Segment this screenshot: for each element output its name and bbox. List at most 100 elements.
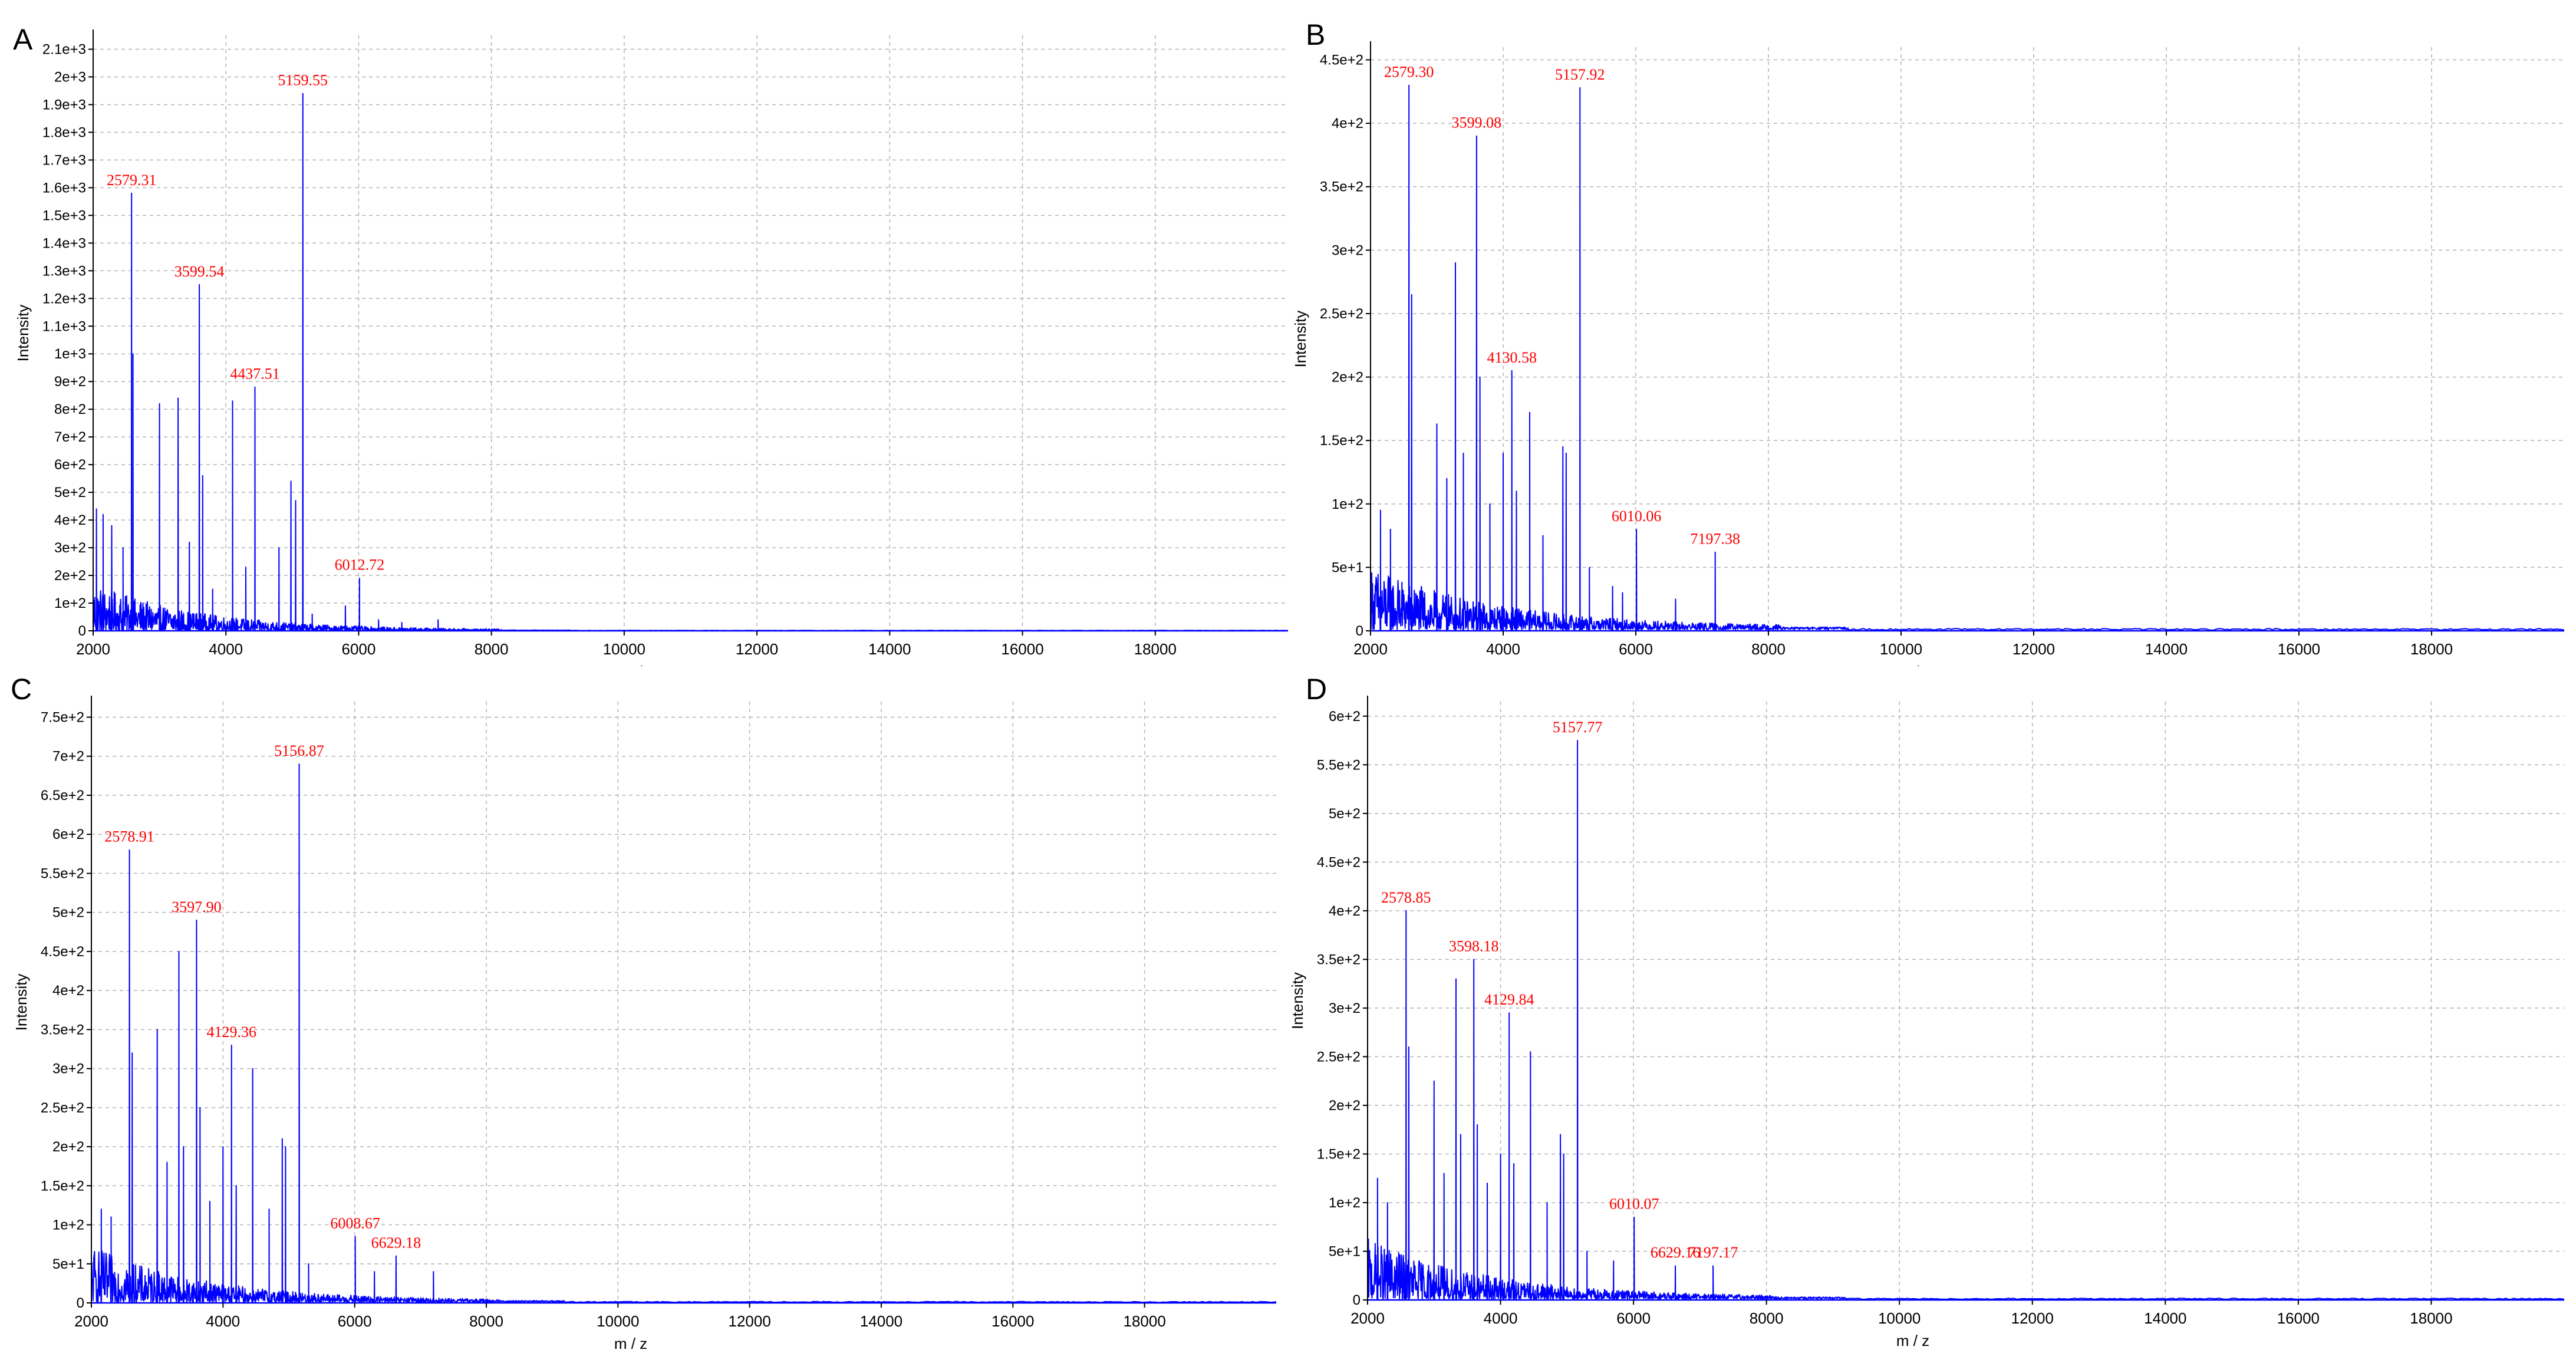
spectrum-chart-b: 0 5e+1 1e+2 1.5e+2 2e+2 2.5e+2 3e+2 3.5e+2 4e+2 4… [1292, 41, 2565, 666]
y-axis-label: Intensity [1289, 972, 1306, 1029]
y-tick-label: 2.5e+2 [41, 1100, 84, 1116]
y-tick-label: 3e+2 [52, 1061, 84, 1077]
axes: 0 5e+1 1e+2 1.5e+2 2e+2 2.5e+2 3e+2 3.5e+2 4e+2 4… [1317, 696, 2564, 1327]
x-tick-label: 2000 [1350, 1309, 1385, 1327]
y-tick-label: 3e+2 [1332, 242, 1363, 258]
y-tick-label: 2.5e+2 [1317, 1049, 1361, 1065]
x-tick-label: 16000 [2277, 1309, 2320, 1327]
x-tick-label: 8000 [469, 1312, 503, 1330]
y-axis-label: Intensity [1292, 311, 1309, 368]
y-tick-label: 4e+2 [52, 983, 84, 999]
y-tick-label: 4e+2 [1329, 903, 1361, 919]
y-tick-label: 7.5e+2 [41, 709, 84, 725]
peak-label: 6629.16 [1651, 1244, 1701, 1261]
grid-lines [93, 35, 1288, 631]
peak-label: 7197.38 [1690, 531, 1740, 548]
peak-label: 2578.85 [1381, 889, 1431, 906]
spectrum-chart-a: 0 1e+2 2e+2 3e+2 4e+2 5e+2 6e+2 7e+2 8e+2 9e+2 1e+… [14, 29, 1288, 666]
y-tick-label: 1.7e+3 [42, 152, 86, 168]
axes: 0 5e+1 1e+2 1.5e+2 2e+2 2.5e+2 3e+2 3.5e+2 4e+2 4… [1320, 41, 2564, 658]
y-tick-label: 4e+2 [54, 512, 86, 528]
x-tick-label: 14000 [2145, 640, 2188, 658]
peak-label: 6008.67 [330, 1214, 380, 1232]
chart-panel-c: C 0 5e+1 1e+2 1.5e+2 2e+2 2.5e+2 3e+2 3.5e+2 4e+… [0, 666, 1288, 1353]
spectrum-chart-d: 0 5e+1 1e+2 1.5e+2 2e+2 2.5e+2 3e+2 3.5e+2 4e+2 4… [1289, 696, 2565, 1349]
y-tick-label: 5e+2 [1329, 806, 1361, 822]
y-tick-label: 1.5e+2 [41, 1178, 84, 1194]
y-tick-label: 3e+2 [54, 540, 86, 556]
peak-label: 5156.87 [274, 742, 324, 759]
y-tick-label: 1e+3 [54, 346, 86, 362]
y-axis-label: Intensity [14, 305, 32, 362]
peak-label: 3599.54 [174, 263, 225, 280]
y-tick-label: 1.9e+3 [42, 97, 86, 113]
y-tick-label: 4.5e+2 [1320, 52, 1363, 68]
x-tick-label: 6000 [338, 1312, 372, 1330]
x-axis-label: m / z [614, 1335, 647, 1352]
x-tick-label: 6000 [1616, 1309, 1651, 1327]
x-tick-label: 4000 [206, 1312, 240, 1330]
y-tick-label: 6e+2 [54, 457, 86, 473]
y-tick-label: 5e+1 [52, 1256, 84, 1272]
x-tick-label: 8000 [1750, 1309, 1784, 1327]
x-tick-label: 10000 [1878, 1309, 1921, 1327]
x-tick-label: 4000 [209, 640, 243, 658]
peak-label: 4130.58 [1487, 349, 1537, 366]
y-tick-label: 1e+2 [52, 1217, 84, 1233]
panel-letter: D [1306, 673, 1327, 706]
panel-letter: C [11, 673, 32, 706]
x-tick-label: 12000 [736, 640, 778, 658]
x-tick-label: 2000 [1353, 640, 1388, 658]
x-tick-label: 4000 [1486, 640, 1520, 658]
grid-lines [91, 702, 1276, 1303]
peak-label: 4129.84 [1484, 991, 1534, 1008]
x-tick-label: 18000 [2410, 1309, 2452, 1327]
y-tick-label: 1.5e+2 [1320, 433, 1363, 449]
x-tick-label: 8000 [1751, 640, 1786, 658]
y-tick-label: 4e+2 [1332, 116, 1363, 131]
y-tick-label: 5e+2 [54, 485, 86, 501]
x-axis-label: m / z [1896, 1332, 1929, 1349]
spectrum-trace [91, 763, 1277, 1303]
y-tick-label: 6e+2 [1329, 709, 1361, 725]
y-tick-label: 2e+3 [54, 69, 86, 85]
y-tick-label: 5.5e+2 [1317, 757, 1361, 773]
y-tick-label: 5.5e+2 [41, 865, 84, 881]
peak-label: 6629.18 [371, 1235, 421, 1252]
panel-letter: B [1306, 18, 1326, 51]
x-tick-label: 14000 [860, 1312, 902, 1330]
peak-label: 2579.30 [1384, 64, 1434, 81]
y-tick-label: 1.6e+3 [42, 180, 86, 196]
peak-label: 3599.08 [1452, 114, 1502, 131]
y-tick-label: 3.5e+2 [1317, 952, 1361, 967]
x-tick-label: 12000 [729, 1312, 771, 1330]
x-tick-label: 6000 [342, 640, 376, 658]
y-tick-label: 2e+2 [1329, 1098, 1361, 1114]
x-tick-label: 8000 [475, 640, 509, 658]
panel-letter: A [13, 23, 33, 56]
spectrum-trace [1370, 84, 2565, 631]
y-tick-label: 2.5e+2 [1320, 306, 1363, 322]
y-tick-label: 5e+1 [1332, 559, 1363, 575]
peak-label: 3597.90 [172, 898, 222, 916]
peak-label: 2578.91 [104, 828, 154, 845]
y-tick-label: 5e+2 [52, 905, 84, 921]
y-tick-label: 2.1e+3 [42, 41, 86, 57]
spectrum-trace [93, 93, 1288, 631]
spectrum-trace [1367, 740, 2565, 1301]
y-tick-label: 1.5e+3 [42, 208, 86, 223]
x-tick-label: 10000 [597, 1312, 639, 1330]
y-tick-label: 4.5e+2 [1317, 854, 1361, 870]
y-tick-label: 0 [78, 623, 86, 639]
peak-label: 7197.17 [1688, 1244, 1738, 1261]
x-tick-label: 6000 [1619, 640, 1653, 658]
y-tick-label: 4.5e+2 [41, 944, 84, 960]
y-tick-label: 3.5e+2 [41, 1022, 84, 1038]
x-tick-label: 18000 [1134, 640, 1177, 658]
peak-label: 5157.92 [1555, 66, 1605, 83]
y-tick-label: 6.5e+2 [41, 788, 84, 804]
chart-panel-d: D 0 5e+1 1e+2 1.5e+2 2e+2 2.5e+2 3e+2 3.5e+2 4e+… [1288, 666, 2576, 1353]
x-tick-label: 4000 [1484, 1309, 1518, 1327]
y-tick-label: 1e+2 [1329, 1195, 1361, 1211]
peak-label: 6012.72 [335, 557, 385, 574]
